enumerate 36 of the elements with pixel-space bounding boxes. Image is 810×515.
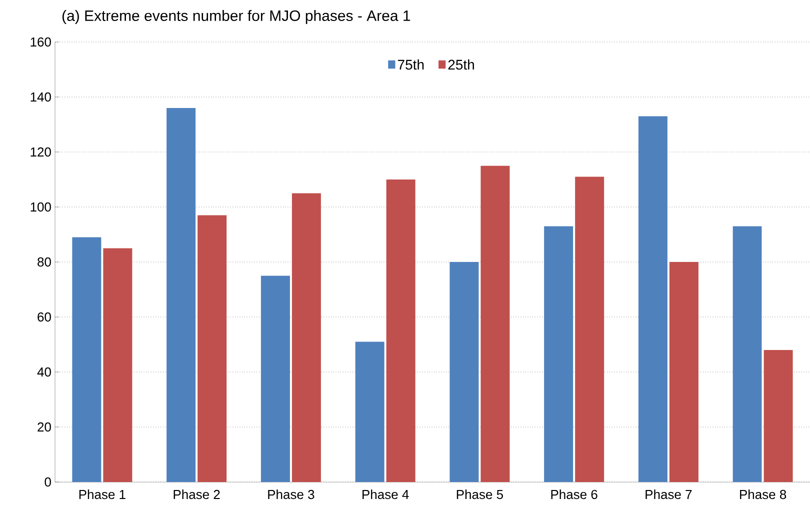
- bar: [166, 108, 196, 482]
- x-tick-label: Phase 7: [646, 490, 692, 500]
- legend-label: 25th: [448, 59, 474, 70]
- bar: [198, 215, 227, 482]
- y-tick-label: 60: [38, 312, 51, 322]
- y-tick-label: 40: [37, 367, 51, 377]
- x-tick-label: Phase 5: [456, 490, 503, 500]
- bar: [260, 276, 290, 482]
- bar: [544, 226, 574, 482]
- bar: [386, 179, 416, 482]
- bar: [638, 116, 668, 482]
- bar: [669, 262, 698, 482]
- y-tick-label: 160: [30, 37, 51, 47]
- bar: [103, 248, 132, 482]
- bar: [764, 350, 793, 482]
- bar: [480, 166, 510, 482]
- bar: [575, 176, 604, 482]
- x-tick-label: Phase 4: [362, 490, 409, 500]
- bar: [72, 237, 102, 482]
- x-tick-label: Phase 3: [268, 490, 314, 500]
- legend-label: 75th: [398, 59, 424, 70]
- y-tick-label: 100: [30, 202, 51, 212]
- y-tick-label: 0: [44, 477, 51, 487]
- y-tick-label: 140: [30, 92, 51, 102]
- y-tick-label: 20: [38, 422, 51, 432]
- y-tick-label: 120: [30, 147, 51, 157]
- x-tick-label: Phase 1: [79, 490, 126, 500]
- x-tick-label: Phase 6: [551, 490, 598, 500]
- chart-title: (a) Extreme events number for MJO phases - Area 1: [62, 10, 410, 24]
- bar: [450, 262, 479, 482]
- bar: [292, 193, 321, 482]
- bar: [355, 342, 384, 482]
- x-tick-label: Phase 8: [740, 490, 786, 500]
- y-tick-label: 80: [38, 257, 51, 267]
- x-tick-label: Phase 2: [174, 490, 220, 500]
- bar: [732, 226, 762, 482]
